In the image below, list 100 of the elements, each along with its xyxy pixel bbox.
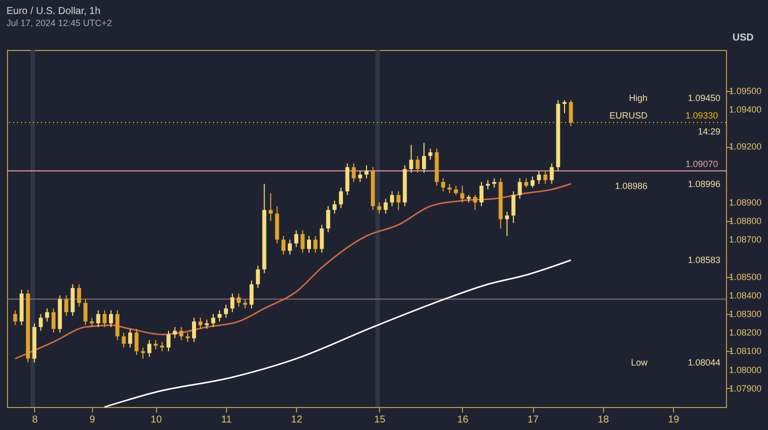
candlestick xyxy=(390,190,394,207)
candlestick xyxy=(479,182,484,207)
y-tick-label: 1.08200 xyxy=(729,328,762,338)
annotation: 1.08986 xyxy=(615,180,648,191)
candlestick xyxy=(396,190,400,210)
candlestick xyxy=(172,326,177,339)
annotation: EURUSD xyxy=(610,110,648,121)
candlestick xyxy=(441,178,446,192)
candlestick xyxy=(102,310,107,328)
y-tick-label: 1.07900 xyxy=(729,383,762,394)
y-tick-label: 1.08500 xyxy=(729,272,762,282)
x-tick-label: 10 xyxy=(150,414,162,426)
candlestick xyxy=(448,183,452,194)
candlestick xyxy=(77,284,82,308)
y-tick-label: 1.09500 xyxy=(729,86,762,96)
candlestick xyxy=(140,347,145,360)
candlestick xyxy=(409,144,414,174)
x-tick-label: 9 xyxy=(90,414,96,426)
candlestick xyxy=(460,185,464,203)
candlestick xyxy=(511,190,516,224)
candlestick xyxy=(338,187,343,209)
x-tick-label: 18 xyxy=(598,414,610,426)
y-tick-label: 1.08100 xyxy=(729,346,762,356)
candlestick xyxy=(218,310,222,322)
candlestick xyxy=(134,328,139,356)
candlestick xyxy=(536,170,541,184)
x-tick-label: 15 xyxy=(374,414,386,426)
candlestick xyxy=(384,198,388,214)
candlestick xyxy=(122,332,126,348)
x-tick-label: 12 xyxy=(291,414,303,426)
candlestick xyxy=(128,328,132,348)
candlestick xyxy=(224,304,228,318)
candlestick xyxy=(281,235,286,256)
y-tick-label: 1.08300 xyxy=(729,309,762,320)
candlestick xyxy=(358,170,362,183)
candlestick xyxy=(320,224,324,254)
candlestick xyxy=(364,164,368,179)
candlestick xyxy=(543,170,548,184)
line-series xyxy=(14,183,572,360)
candlestick xyxy=(115,310,120,341)
annotation: 1.09450 xyxy=(688,93,720,104)
candlestick xyxy=(562,100,567,114)
candlestick xyxy=(64,294,68,316)
ref-line-label: 1.09330 xyxy=(685,110,718,121)
candlestick xyxy=(428,148,432,160)
candlestick xyxy=(294,230,298,248)
candlestick xyxy=(352,162,356,183)
candlestick xyxy=(211,314,216,328)
candlestick xyxy=(230,293,234,313)
candlestick xyxy=(416,155,420,174)
candlestick xyxy=(422,142,426,174)
y-tick-label: 1.08900 xyxy=(729,197,762,208)
x-tick-label: 19 xyxy=(668,414,680,426)
candlestick xyxy=(179,326,184,341)
x-tick-label: 16 xyxy=(457,414,469,426)
candlestick xyxy=(332,200,337,214)
candlestick xyxy=(52,308,56,334)
candlestick xyxy=(550,162,554,184)
chart-subtitle: Jul 17, 2024 12:45 UTC+2 xyxy=(6,18,112,28)
candlestick xyxy=(518,178,522,200)
candlestick xyxy=(166,330,170,352)
candlestick xyxy=(530,176,535,188)
candlestick xyxy=(236,293,241,308)
annotation: 1.08583 xyxy=(688,255,720,266)
candlestick xyxy=(313,235,318,254)
candlestick xyxy=(568,100,573,127)
candlestick xyxy=(198,317,202,330)
annotation: 1.08996 xyxy=(688,178,720,189)
candlestick xyxy=(250,280,254,309)
candlestick xyxy=(192,317,196,342)
candlestick xyxy=(505,211,510,236)
candlestick xyxy=(45,308,50,322)
annotation: 14:29 xyxy=(698,126,720,137)
candlestick xyxy=(524,178,528,188)
candlestick xyxy=(377,202,382,214)
line-series xyxy=(104,259,572,408)
candlestick xyxy=(473,194,478,210)
candlestick xyxy=(326,206,330,233)
ref-line-label: 1.09070 xyxy=(685,158,718,169)
candlestick xyxy=(307,235,312,254)
candlestick xyxy=(288,239,292,256)
x-tick-label: 17 xyxy=(528,414,540,426)
annotation: 1.08044 xyxy=(688,357,720,368)
candlestick xyxy=(454,185,458,196)
candlestick xyxy=(300,230,305,254)
annotation: Low xyxy=(631,357,648,368)
y-tick-label: 1.08700 xyxy=(729,234,762,245)
candlestick xyxy=(109,310,114,328)
y-axis-title: USD xyxy=(732,32,754,44)
candlestick xyxy=(83,298,88,326)
y-tick-label: 1.08800 xyxy=(729,216,762,226)
y-tick-label: 1.09400 xyxy=(729,104,762,114)
y-tick-label: 1.08400 xyxy=(729,290,762,300)
y-tick-label: 1.08000 xyxy=(729,364,762,375)
candlestick xyxy=(268,192,273,222)
x-tick-label: 11 xyxy=(221,414,232,426)
candlestick xyxy=(13,310,18,326)
candlestick xyxy=(160,341,164,352)
x-tick-label: 8 xyxy=(32,414,38,426)
annotation: High xyxy=(629,93,648,104)
